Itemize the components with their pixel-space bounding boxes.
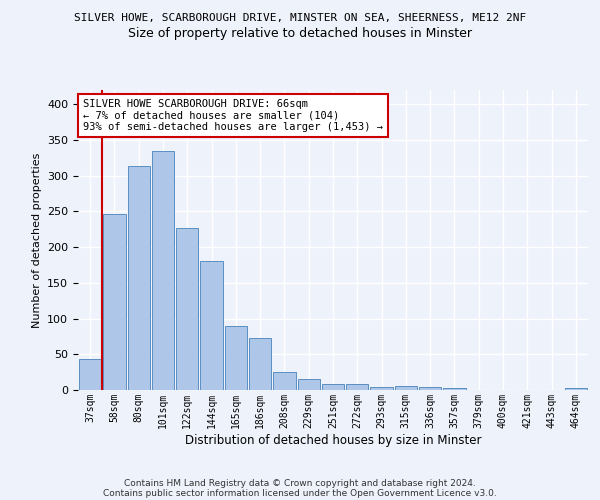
Bar — [224, 326, 247, 390]
Bar — [346, 384, 368, 390]
Bar — [273, 372, 296, 390]
Bar — [200, 262, 223, 390]
Bar — [152, 150, 174, 390]
Text: SILVER HOWE SCARBOROUGH DRIVE: 66sqm
← 7% of detached houses are smaller (104)
9: SILVER HOWE SCARBOROUGH DRIVE: 66sqm ← 7… — [83, 99, 383, 132]
Bar — [249, 338, 271, 390]
Bar — [79, 358, 101, 390]
Text: SILVER HOWE, SCARBOROUGH DRIVE, MINSTER ON SEA, SHEERNESS, ME12 2NF: SILVER HOWE, SCARBOROUGH DRIVE, MINSTER … — [74, 12, 526, 22]
Text: Contains public sector information licensed under the Open Government Licence v3: Contains public sector information licen… — [103, 488, 497, 498]
Bar — [565, 388, 587, 390]
Text: Contains HM Land Registry data © Crown copyright and database right 2024.: Contains HM Land Registry data © Crown c… — [124, 478, 476, 488]
Y-axis label: Number of detached properties: Number of detached properties — [32, 152, 41, 328]
Bar — [395, 386, 417, 390]
Bar — [370, 387, 393, 390]
Bar — [322, 384, 344, 390]
Bar — [419, 387, 442, 390]
Bar — [298, 380, 320, 390]
Bar — [103, 214, 125, 390]
Bar — [443, 388, 466, 390]
X-axis label: Distribution of detached houses by size in Minster: Distribution of detached houses by size … — [185, 434, 481, 446]
Bar — [176, 228, 199, 390]
Bar — [128, 166, 150, 390]
Text: Size of property relative to detached houses in Minster: Size of property relative to detached ho… — [128, 28, 472, 40]
